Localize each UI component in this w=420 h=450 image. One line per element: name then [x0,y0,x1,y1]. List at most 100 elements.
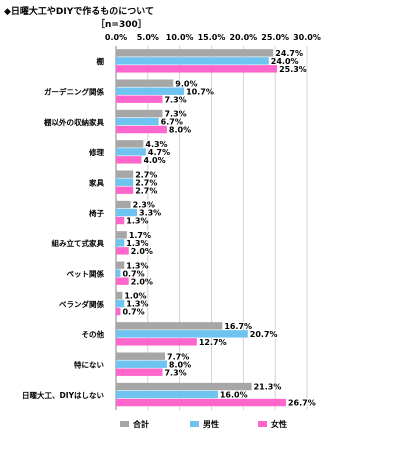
category-label: 組み立て式家具 [52,238,105,248]
data-label: 4.7% [148,148,170,157]
category-label: 棚 [97,56,105,66]
data-label: 1.3% [126,217,148,226]
category-label: 家具 [89,178,104,188]
data-label: 24.7% [275,49,303,58]
data-label: 6.7% [161,118,183,127]
bar [116,239,125,247]
data-label: 4.3% [145,140,167,149]
data-label: 0.7% [122,269,144,278]
bar [116,170,134,178]
bar [116,186,134,194]
data-label: 1.7% [129,231,151,240]
data-label: 1.3% [126,239,148,248]
legend-label: 男性 [203,419,219,429]
legend-swatch [120,421,129,427]
x-tick-label: 15.0% [198,33,226,42]
data-label: 1.3% [126,300,148,309]
bar [116,57,269,65]
category-label: 特にない [74,360,104,370]
bar [116,87,185,95]
bar [116,398,286,407]
data-label: 1.3% [126,261,148,270]
bar [116,352,166,360]
data-label: 16.7% [224,322,252,331]
bar [116,95,163,103]
bar [116,382,252,391]
data-label: 21.3% [254,383,282,392]
data-label: 2.7% [135,178,157,187]
bar [116,208,138,217]
bar [116,368,163,376]
data-label: 1.0% [124,292,146,301]
data-label: 2.0% [131,247,153,256]
data-label: 10.7% [186,87,214,96]
data-label: 7.3% [164,368,186,377]
data-label: 9.0% [175,79,197,88]
legend-label: 女性 [271,419,287,429]
category-label: ベランダ関係 [59,299,104,309]
bar [116,277,129,285]
bar [116,261,125,269]
x-tick-label: 20.0% [229,33,257,42]
data-label: 8.0% [169,360,191,369]
bar [116,269,121,277]
x-tick-label: 25.0% [261,33,289,42]
bar [116,330,248,338]
category-label: 日曜大工、DIYはしない [22,390,104,400]
bar [116,390,218,399]
bar [116,322,223,330]
bar [116,178,134,186]
x-tick-label: 30.0% [293,33,321,42]
data-label: 24.0% [271,57,299,66]
data-label: 25.3% [279,65,307,74]
data-label: 7.3% [164,95,186,104]
bar [116,79,174,87]
data-label: 2.0% [131,277,153,286]
data-label: 26.7% [288,399,316,408]
category-label: ペット関係 [67,269,105,279]
x-tick-label: 0.0% [105,33,127,42]
bar [116,247,129,255]
bar [116,338,197,346]
data-label: 7.7% [167,352,189,361]
bar [116,216,125,225]
data-label: 2.3% [133,201,155,210]
bar [116,125,167,134]
bar [116,200,131,209]
bar [116,49,274,57]
bar [116,307,121,316]
legend-swatch [190,421,199,427]
data-label: 16.0% [220,391,248,400]
data-label: 12.7% [199,338,227,347]
data-label: 7.3% [164,110,186,119]
chart-subtitle: ［n=300］ [96,20,147,30]
chart-title: ◆日曜大工やDIYで作るものについて [4,7,154,17]
data-label: 20.7% [250,330,278,339]
bar [116,231,127,239]
category-label: 修理 [88,147,104,157]
category-label: ガーデニング関係 [44,87,104,97]
bar [116,291,123,300]
x-tick-label: 5.0% [137,33,159,42]
data-label: 3.3% [139,209,161,218]
legend-label: 合計 [132,419,149,429]
bar [116,140,144,148]
bar [116,65,278,73]
bar [116,117,159,126]
legend-swatch [258,421,267,427]
data-label: 0.7% [122,308,144,317]
x-tick-label: 10.0% [166,33,194,42]
data-label: 8.0% [169,126,191,135]
category-label: その他 [82,329,105,339]
category-label: 椅子 [89,208,104,218]
data-label: 4.0% [143,156,165,165]
bar [116,299,125,308]
bar [116,148,146,156]
data-label: 2.7% [135,170,157,179]
bar [116,156,142,164]
data-label: 2.7% [135,186,157,195]
bar [116,360,167,368]
category-label: 棚以外の収納家具 [44,117,104,127]
